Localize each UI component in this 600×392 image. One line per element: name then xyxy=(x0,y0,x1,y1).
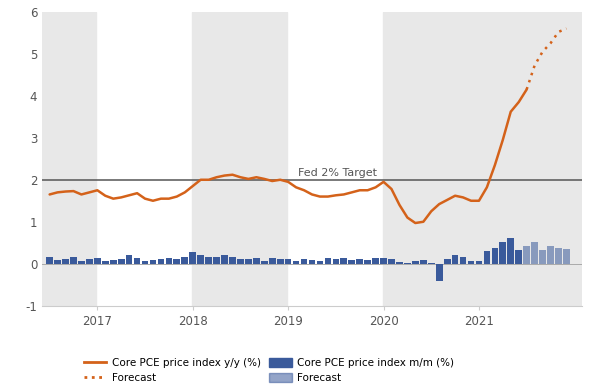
Bar xyxy=(301,259,307,264)
Bar xyxy=(478,12,582,306)
Bar xyxy=(508,238,514,264)
Bar xyxy=(190,252,196,264)
Bar xyxy=(229,257,236,264)
Bar xyxy=(555,248,562,264)
Bar xyxy=(102,261,109,264)
Bar xyxy=(253,258,260,264)
Bar xyxy=(396,262,403,264)
Bar xyxy=(452,254,458,264)
Bar xyxy=(78,261,85,264)
Bar xyxy=(142,261,148,264)
Bar xyxy=(349,260,355,264)
Bar xyxy=(476,261,482,264)
Bar xyxy=(383,12,478,306)
Bar xyxy=(62,259,69,264)
Bar xyxy=(173,259,180,264)
Bar xyxy=(94,258,101,264)
Bar xyxy=(436,264,443,281)
Bar xyxy=(308,260,316,264)
Bar xyxy=(547,246,554,264)
Bar xyxy=(340,258,347,264)
Bar xyxy=(192,12,287,306)
Bar xyxy=(325,258,331,264)
Bar xyxy=(484,251,490,264)
Bar xyxy=(515,250,522,264)
Bar xyxy=(205,257,212,264)
Bar xyxy=(563,249,570,264)
Bar xyxy=(46,258,53,264)
Bar xyxy=(237,259,244,264)
Legend: Core PCE price index y/y (%), Forecast, Core PCE price index m/m (%), Forecast: Core PCE price index y/y (%), Forecast, … xyxy=(83,358,454,383)
Bar xyxy=(126,255,133,264)
Bar xyxy=(261,261,268,264)
Bar xyxy=(428,263,434,264)
Bar xyxy=(86,259,93,264)
Bar xyxy=(364,260,371,264)
Bar xyxy=(110,260,116,264)
Bar xyxy=(420,260,427,264)
Bar xyxy=(166,258,172,264)
Bar xyxy=(372,258,379,264)
Bar xyxy=(332,259,339,264)
Bar xyxy=(444,259,451,264)
Bar xyxy=(70,257,77,264)
Bar xyxy=(412,261,419,264)
Bar xyxy=(269,258,275,264)
Bar xyxy=(499,242,506,264)
Bar xyxy=(42,12,97,306)
Bar xyxy=(293,261,299,264)
Bar xyxy=(158,259,164,264)
Bar xyxy=(197,254,204,264)
Bar xyxy=(468,261,475,264)
Bar xyxy=(388,259,395,264)
Bar xyxy=(213,257,220,264)
Bar xyxy=(54,260,61,264)
Bar xyxy=(285,259,292,264)
Bar xyxy=(221,254,228,264)
Bar xyxy=(317,261,323,264)
Bar xyxy=(539,250,546,264)
Bar xyxy=(181,257,188,264)
Bar xyxy=(118,259,125,264)
Bar xyxy=(380,258,387,264)
Text: Fed 2% Target: Fed 2% Target xyxy=(298,167,377,178)
Bar xyxy=(491,248,498,264)
Bar xyxy=(277,259,284,264)
Bar xyxy=(523,246,530,264)
Bar xyxy=(245,259,252,264)
Bar xyxy=(134,258,140,264)
Bar xyxy=(531,242,538,264)
Bar xyxy=(149,260,156,264)
Bar xyxy=(460,257,466,264)
Bar xyxy=(404,263,411,264)
Bar xyxy=(356,259,363,264)
